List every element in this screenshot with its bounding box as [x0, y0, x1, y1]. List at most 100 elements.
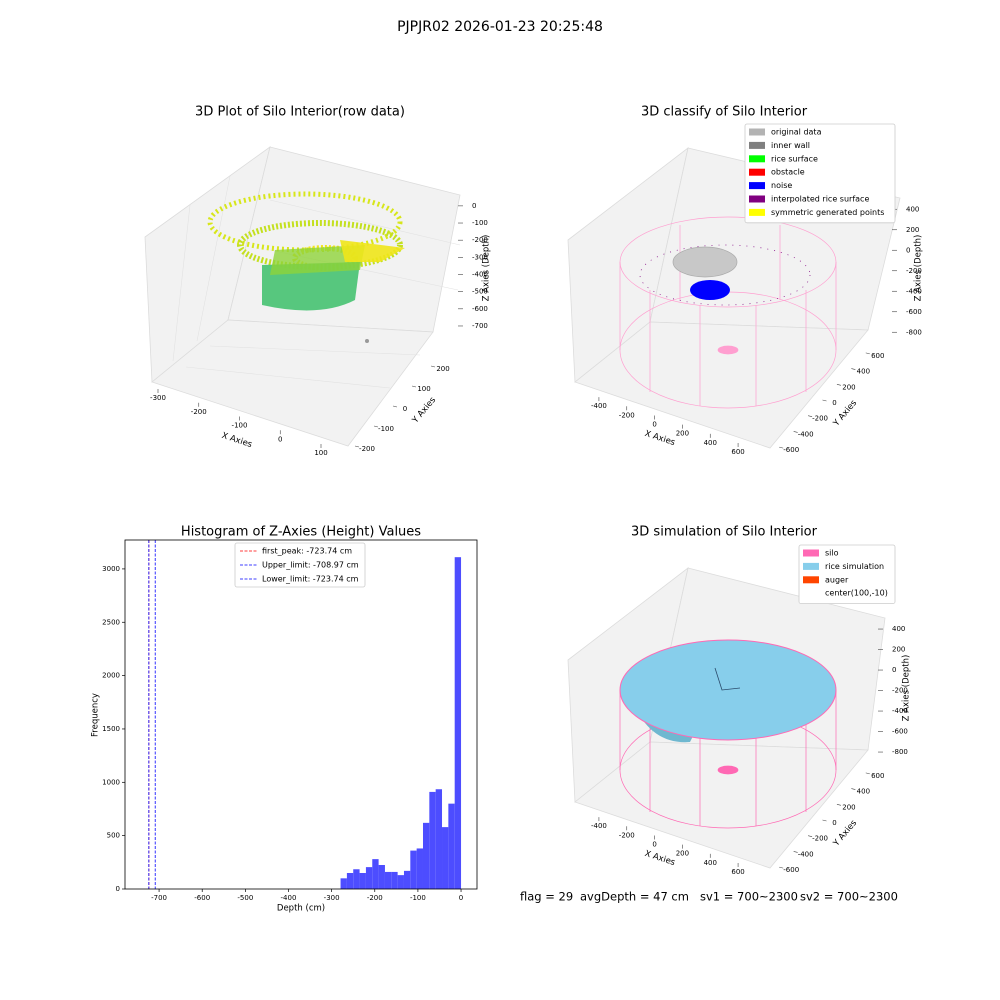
z-tick-label: -400 [892, 707, 908, 715]
bar [340, 878, 347, 889]
bar [442, 827, 449, 889]
chart-title: Histogram of Z-Axies (Height) Values [181, 525, 421, 540]
z-tick-label: 200 [892, 646, 905, 654]
y-tick [354, 445, 360, 448]
z-tick-label: -800 [892, 748, 908, 756]
silo-simulation [619, 639, 837, 829]
y-tick-label: 200 [436, 365, 449, 373]
y-tick-label: -600 [783, 446, 799, 454]
legend-label: rice surface [771, 154, 818, 163]
y-tick-label: 1500 [102, 725, 120, 733]
z-axis-label: Z Axies (Depth) [902, 655, 912, 722]
z-tick-label: 400 [906, 205, 919, 213]
y-tick [865, 352, 870, 355]
y-tick [779, 446, 784, 449]
bar [454, 557, 462, 889]
legend-swatch [803, 549, 819, 557]
legend-swatch [749, 141, 765, 149]
x-tick-label: 600 [731, 868, 744, 876]
z-axis-label: Z Axies (Depth) [914, 235, 924, 302]
x-tick-label: 100 [314, 449, 327, 457]
bar [378, 864, 385, 889]
legend-label: obstacle [771, 168, 805, 177]
y-tick [430, 365, 436, 368]
legend-label: Lower_limit: -723.74 cm [262, 575, 359, 584]
bar [365, 867, 373, 889]
legend-label: center(100,-10) [825, 589, 888, 598]
bar [429, 791, 436, 889]
z-tick-label: 400 [892, 625, 905, 633]
legend-swatch [749, 168, 765, 176]
legend-swatch [803, 562, 819, 570]
y-tick-label: -100 [378, 425, 394, 433]
legend-label: Upper_limit: -708.97 cm [262, 561, 359, 570]
legend-box [798, 544, 896, 604]
point-cloud [207, 191, 405, 343]
z-tick-label: -700 [472, 322, 488, 330]
x-tick-label: -200 [619, 831, 635, 839]
y-tick-label: -400 [798, 850, 814, 858]
x-tick-label: 600 [731, 448, 744, 456]
y-tick-label: 400 [857, 788, 870, 796]
x-tick-label: -500 [237, 894, 253, 902]
x-tick-label: -700 [151, 894, 167, 902]
z-tick-label: -800 [906, 328, 922, 336]
bar [448, 803, 455, 889]
chart-title: 3D Plot of Silo Interior(row data) [195, 105, 405, 120]
status-text: sv1 = 700~2300 [700, 890, 798, 904]
legend-label: symmetric generated points [771, 208, 884, 217]
z-tick-label: 0 [892, 666, 896, 674]
z-tick-label: -200 [906, 267, 922, 275]
bar [416, 848, 423, 889]
status-text: sv2 = 700~2300 [800, 890, 898, 904]
y-tick-label: -400 [798, 430, 814, 438]
bar [422, 822, 430, 889]
x-tick-label: 200 [676, 430, 689, 438]
y-tick-label: -200 [812, 835, 828, 843]
bar [391, 871, 398, 889]
bar [410, 850, 417, 889]
y-tick-label: 2000 [102, 672, 120, 680]
y-tick [851, 788, 856, 790]
y-tick-label: 3000 [102, 565, 120, 573]
y-tick-label: 2500 [102, 618, 120, 626]
chart-title: 3D classify of Silo Interior [641, 105, 808, 120]
y-tick-label: 100 [417, 385, 430, 393]
y-tick-label: 400 [857, 368, 870, 376]
y-tick-label: 1000 [102, 778, 120, 786]
y-tick-label: 0 [116, 885, 120, 893]
x-tick-label: -200 [367, 894, 383, 902]
z-tick-label: 200 [906, 226, 919, 234]
y-tick [411, 385, 417, 388]
y-tick [851, 368, 856, 370]
legend-swatch [749, 155, 765, 163]
x-tick-label: 0 [459, 894, 463, 902]
y-tick-label: -200 [812, 415, 828, 423]
y-tick [822, 819, 827, 822]
bar [384, 871, 392, 889]
legend-label: auger [825, 575, 849, 584]
z-tick-label: 0 [472, 202, 476, 210]
y-tick-label: 600 [871, 772, 884, 780]
legend-swatch [749, 208, 765, 216]
y-tick-label: -600 [783, 866, 799, 874]
silo-wireframe [619, 216, 837, 409]
y-tick [779, 866, 784, 869]
x-axis-label: Depth (cm) [277, 904, 325, 914]
x-tick-label: -300 [150, 394, 166, 402]
legend-swatch [749, 182, 765, 190]
bar [435, 789, 443, 889]
legend-swatch [803, 589, 819, 597]
x-tick-label: -100 [410, 894, 426, 902]
legend-swatch [803, 576, 819, 584]
y-tick [865, 772, 870, 775]
x-tick-label: 0 [652, 840, 656, 848]
y-tick [822, 399, 827, 402]
x-tick-label: -400 [281, 894, 297, 902]
x-tick-label: 400 [704, 439, 717, 447]
y-tick-label: -200 [359, 445, 375, 453]
x-tick-label: -300 [324, 894, 340, 902]
legend-label: first_peak: -723.74 cm [262, 547, 352, 556]
legend-box [234, 542, 366, 588]
